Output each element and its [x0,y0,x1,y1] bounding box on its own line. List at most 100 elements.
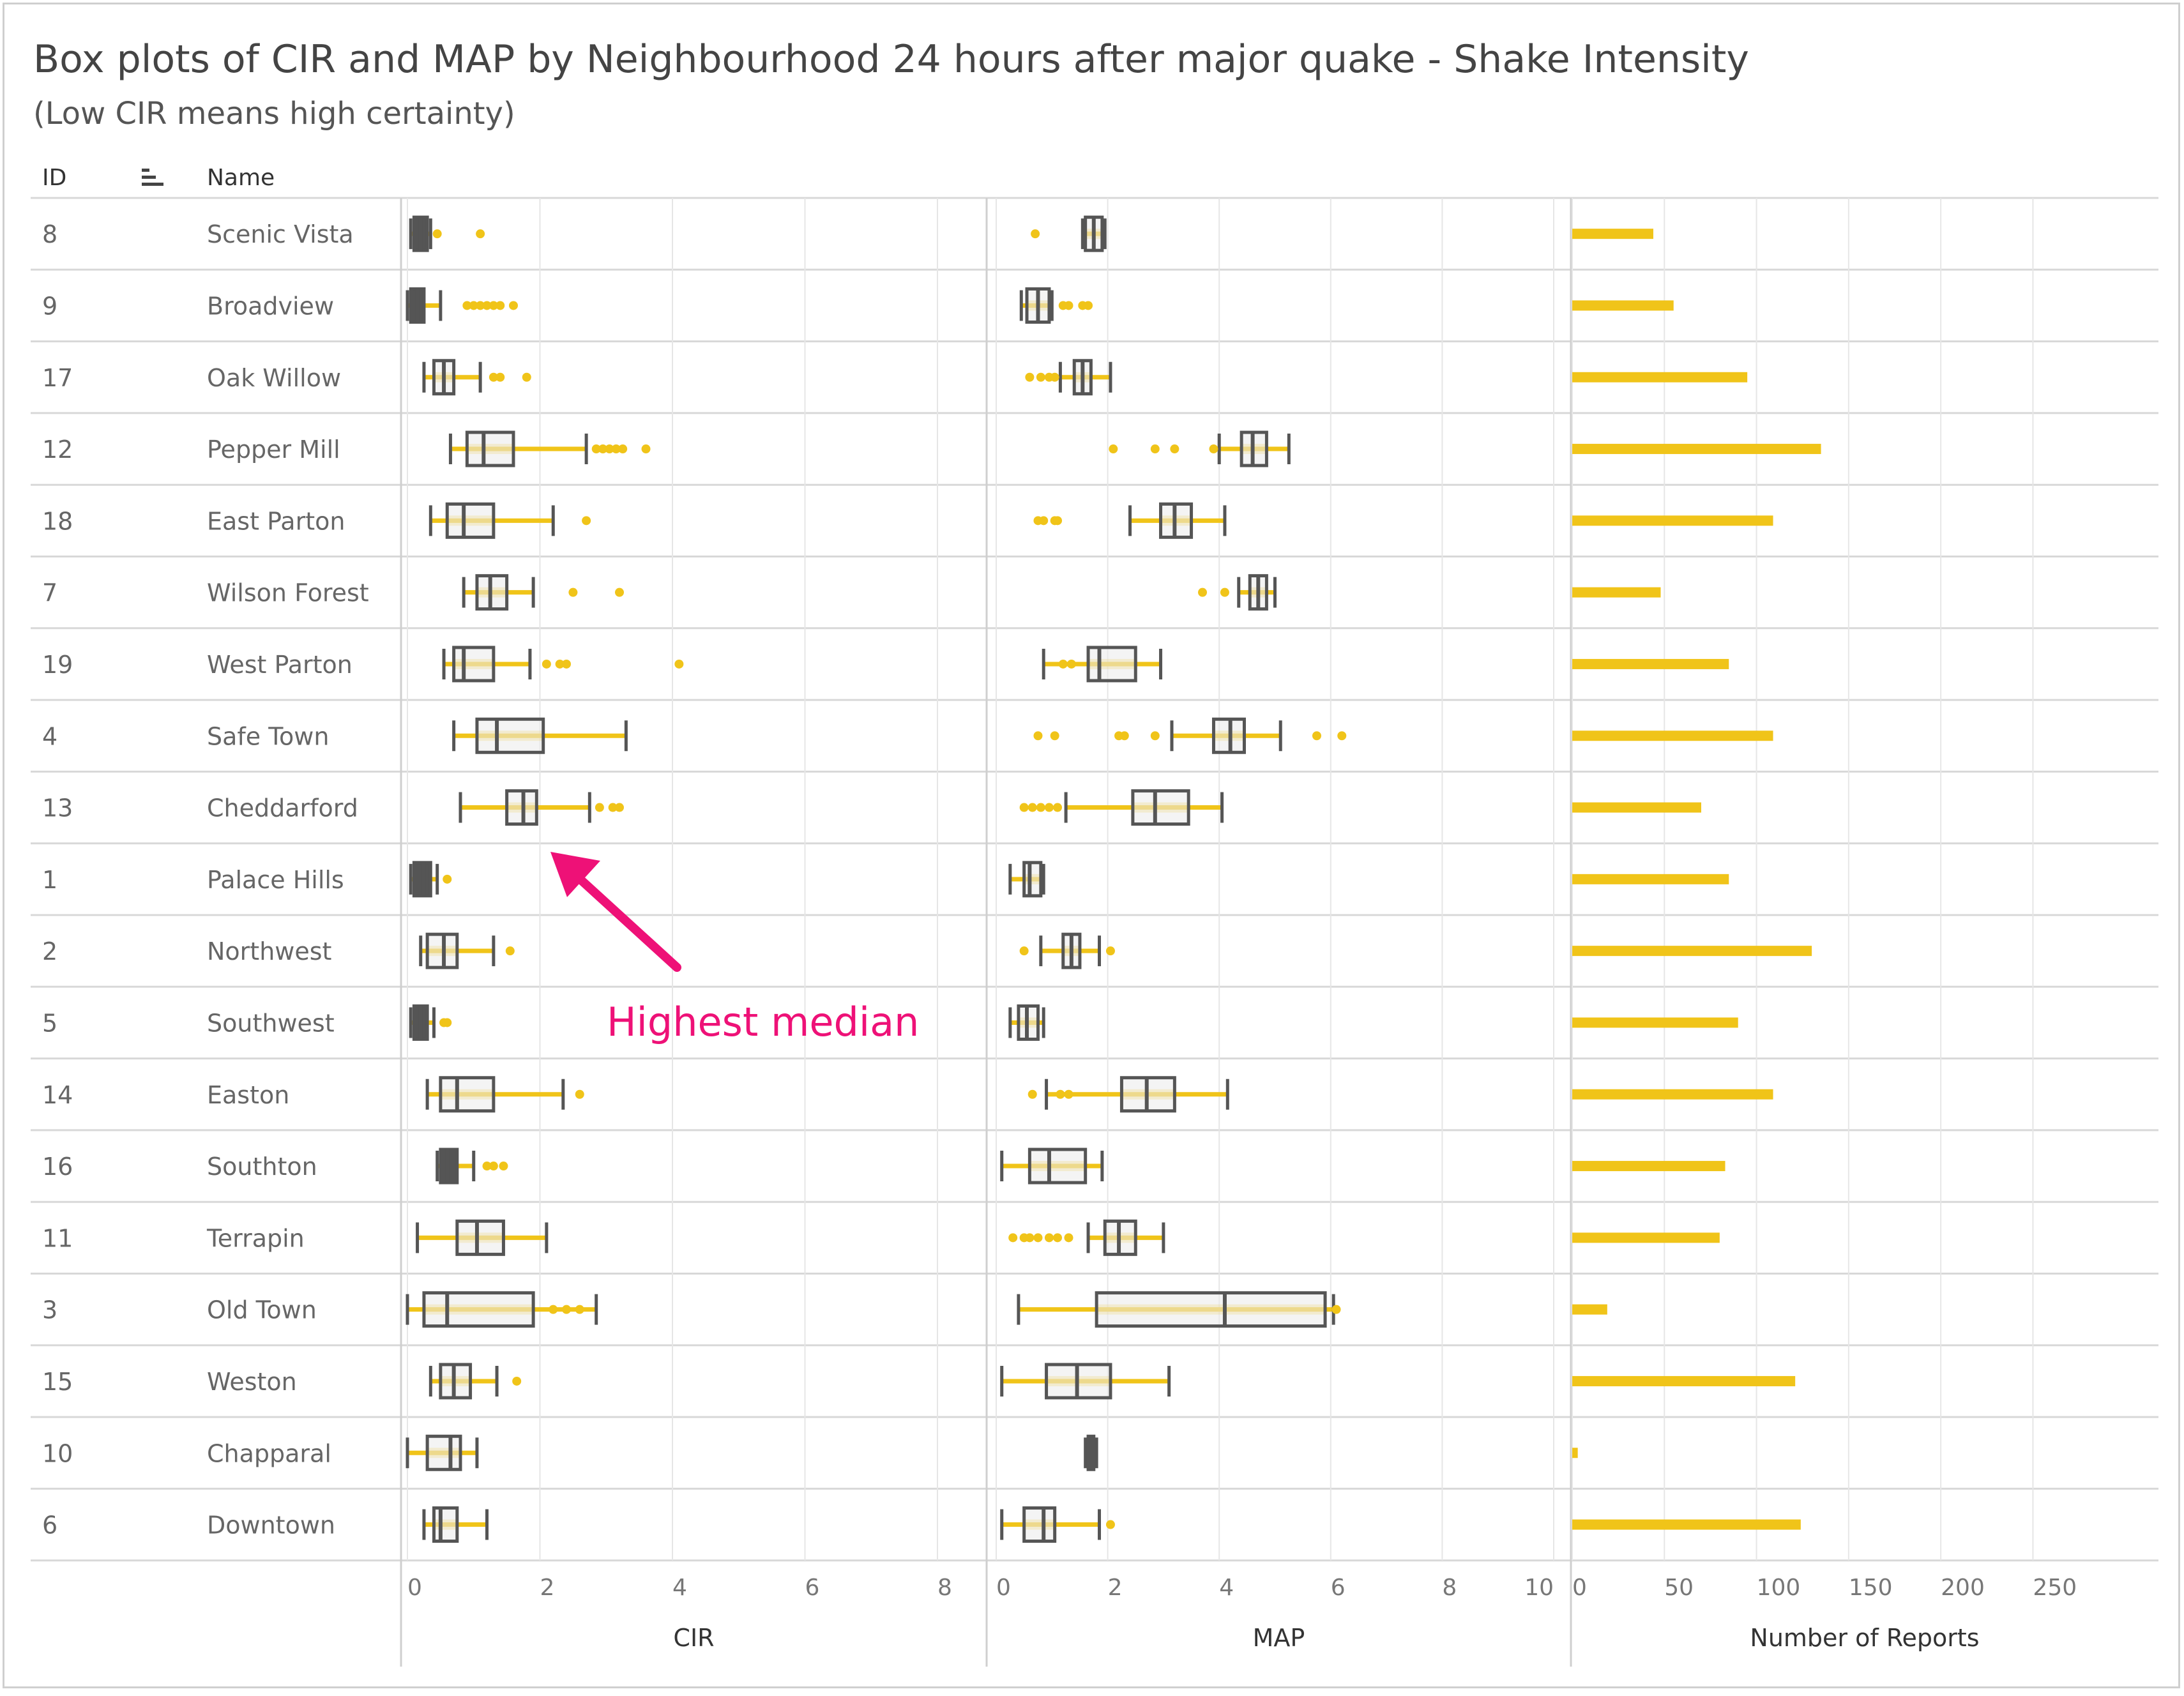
boxplot-cir [409,861,452,898]
boxplot-map [1019,932,1115,969]
outlier-point [1053,516,1063,526]
row-name: Easton [207,1081,289,1109]
outlier-point [476,229,485,239]
row-id: 17 [42,364,73,392]
outlier-point [568,587,578,597]
row-name: Northwest [207,937,331,965]
chart-title: Box plots of CIR and MAP by Neighbourhoo… [33,37,1749,82]
outlier-point [1064,1233,1073,1243]
boxplot-map [1017,1291,1341,1328]
reports-bar [1572,1375,1796,1386]
row-id: 3 [42,1296,57,1324]
boxplot-map [1000,1506,1115,1543]
row-id: 9 [42,292,57,320]
boxplot-map [1033,717,1347,754]
row-name: Broadview [207,292,334,320]
outlier-point [1019,946,1029,956]
boxplot-cir [406,1291,598,1328]
row-name: Old Town [207,1296,317,1324]
outlier-point [1058,659,1068,669]
annotation-text: Highest median [607,999,919,1045]
reports-bar [1572,1519,1801,1530]
row-id: 10 [42,1439,73,1467]
tick-label: 4 [1219,1575,1234,1601]
boxplot-cir [425,1076,584,1113]
tick-label: 8 [937,1575,952,1601]
row-id: 2 [42,937,57,965]
outlier-point [555,659,565,669]
tick-label: 2 [540,1575,555,1601]
sort-descending-icon[interactable] [142,167,165,188]
outlier-point [1053,803,1063,812]
tick-label: 50 [1664,1575,1694,1601]
outlier-point [1050,731,1059,741]
row-id: 7 [42,579,57,607]
name-column-header[interactable]: Name [207,165,275,191]
reports-bar [1572,587,1661,598]
iqr-box [1131,789,1190,826]
row-name: West Parton [207,651,353,679]
boxplot-map [1031,215,1107,252]
outlier-point [1033,731,1043,741]
outlier-point [1064,1089,1073,1099]
outlier-point [1198,587,1208,597]
outlier-point [598,444,608,454]
outlier-point [1105,1520,1115,1529]
outlier-point [432,229,442,239]
highest-median-annotation: Highest median [550,852,919,1045]
reports-bar [1572,229,1653,239]
outlier-point [1044,1233,1054,1243]
row-id: 6 [42,1511,57,1540]
outlier-point [1036,803,1045,812]
id-column-header[interactable]: ID [42,165,67,191]
outlier-point [1150,731,1160,741]
outlier-point [641,444,651,454]
outlier-point [1066,659,1076,669]
row-id: 16 [42,1153,73,1181]
outlier-point [1008,1233,1018,1243]
arrowhead-icon [550,852,600,897]
boxplot-cir [406,287,518,324]
boxplot-cir [409,1004,452,1041]
outlier-point [443,874,452,884]
row-id: 15 [42,1368,73,1396]
row-name: Wilson Forest [207,579,369,607]
outlier-point [1312,731,1321,741]
row-name: East Parton [207,507,345,535]
reports-bar [1572,515,1773,526]
outlier-point [1220,587,1229,597]
tick-label: 6 [1331,1575,1346,1601]
outlier-point [1209,444,1218,454]
outlier-point [512,1376,522,1386]
row-id: 13 [42,794,73,822]
row-name: Palace Hills [207,866,344,894]
outlier-point [595,803,604,812]
reports-bar [1572,731,1773,741]
reports-bar [1572,300,1674,311]
iqr-box [1086,646,1137,683]
iqr-box [475,717,545,754]
reports-bar [1572,444,1821,455]
tick-label: 8 [1442,1575,1457,1601]
outlier-point [1105,946,1115,956]
iqr-box [422,1291,535,1328]
reports-bar [1572,946,1812,957]
boxplot-cir [416,1219,549,1256]
outlier-point [482,1162,492,1171]
row-id: 18 [42,507,73,535]
iqr-box [445,502,496,539]
row-id: 5 [42,1009,57,1037]
tick-label: 0 [996,1575,1011,1601]
iqr-box [425,1434,462,1471]
reports-bar [1572,1161,1725,1172]
outlier-point [496,372,505,382]
boxplot-map [1008,1219,1165,1256]
boxplot-map [1019,789,1224,826]
reports-bar [1572,1017,1738,1028]
outlier-point [1019,803,1029,812]
outlier-point [489,1162,498,1171]
iqr-box [1022,861,1043,898]
outlier-point [1109,444,1118,454]
tick-label: 6 [805,1575,820,1601]
